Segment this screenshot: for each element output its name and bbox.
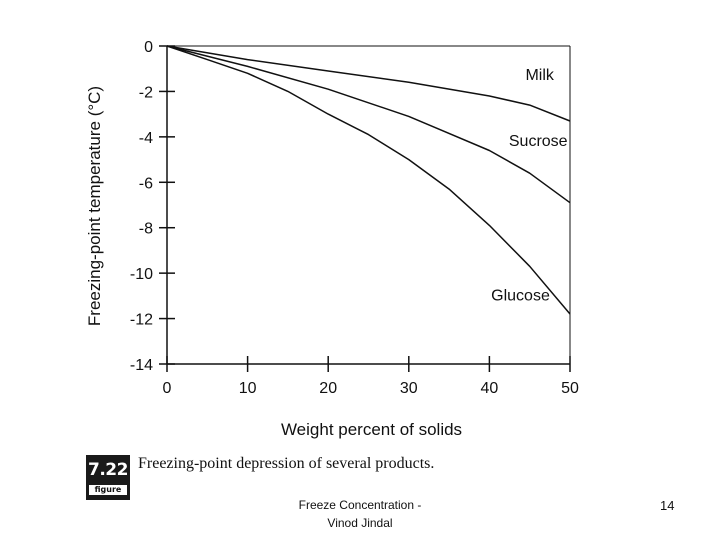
y-tick-label: -2 xyxy=(139,84,153,101)
x-tick-label: 50 xyxy=(561,380,579,397)
x-tick-label: 10 xyxy=(239,380,257,397)
y-axis-title: Freezing-point temperature (°C) xyxy=(85,86,104,326)
footer-line-2: Vinod Jindal xyxy=(327,516,393,530)
glucose-line xyxy=(166,45,571,315)
y-tick-label: -8 xyxy=(139,221,153,238)
plot-frame xyxy=(166,45,571,365)
x-tick-label: 30 xyxy=(400,380,418,397)
freezing-point-chart: 0 -2 -4 -6 -8 -10 -12 -14 0 10 20 30 40 50 Milk Sucro… xyxy=(85,39,579,439)
y-tick-label: -10 xyxy=(130,266,153,283)
figure-word: figure xyxy=(89,485,127,495)
x-tick-label: 40 xyxy=(481,380,499,397)
y-tick-label: 0 xyxy=(144,39,153,56)
page-number: 14 xyxy=(660,498,675,513)
milk-line xyxy=(166,45,571,122)
y-tick-label: -14 xyxy=(130,357,153,374)
series-labels: Milk Sucrose Glucose xyxy=(491,67,568,304)
y-tick-label: -4 xyxy=(139,130,153,147)
x-axis-title: Weight percent of solids xyxy=(281,420,462,439)
glucose-label: Glucose xyxy=(491,287,550,304)
x-axis: 0 10 20 30 40 50 xyxy=(163,356,579,397)
figure-caption: Freezing-point depression of several pro… xyxy=(138,455,435,472)
milk-label: Milk xyxy=(525,67,554,84)
x-tick-label: 20 xyxy=(319,380,337,397)
y-axis: 0 -2 -4 -6 -8 -10 -12 -14 xyxy=(130,39,175,374)
footer-text: Freeze Concentration - Vinod Jindal xyxy=(270,496,450,532)
figure-badge: 7.22 figure xyxy=(86,455,130,500)
sucrose-label: Sucrose xyxy=(509,133,568,150)
y-tick-label: -12 xyxy=(130,312,153,329)
footer-line-1: Freeze Concentration - xyxy=(298,498,422,512)
x-tick-label: 0 xyxy=(163,380,172,397)
series-lines xyxy=(166,45,571,315)
y-tick-label: -6 xyxy=(139,175,153,192)
sucrose-line xyxy=(166,45,571,204)
figure-number: 7.22 xyxy=(88,460,128,480)
